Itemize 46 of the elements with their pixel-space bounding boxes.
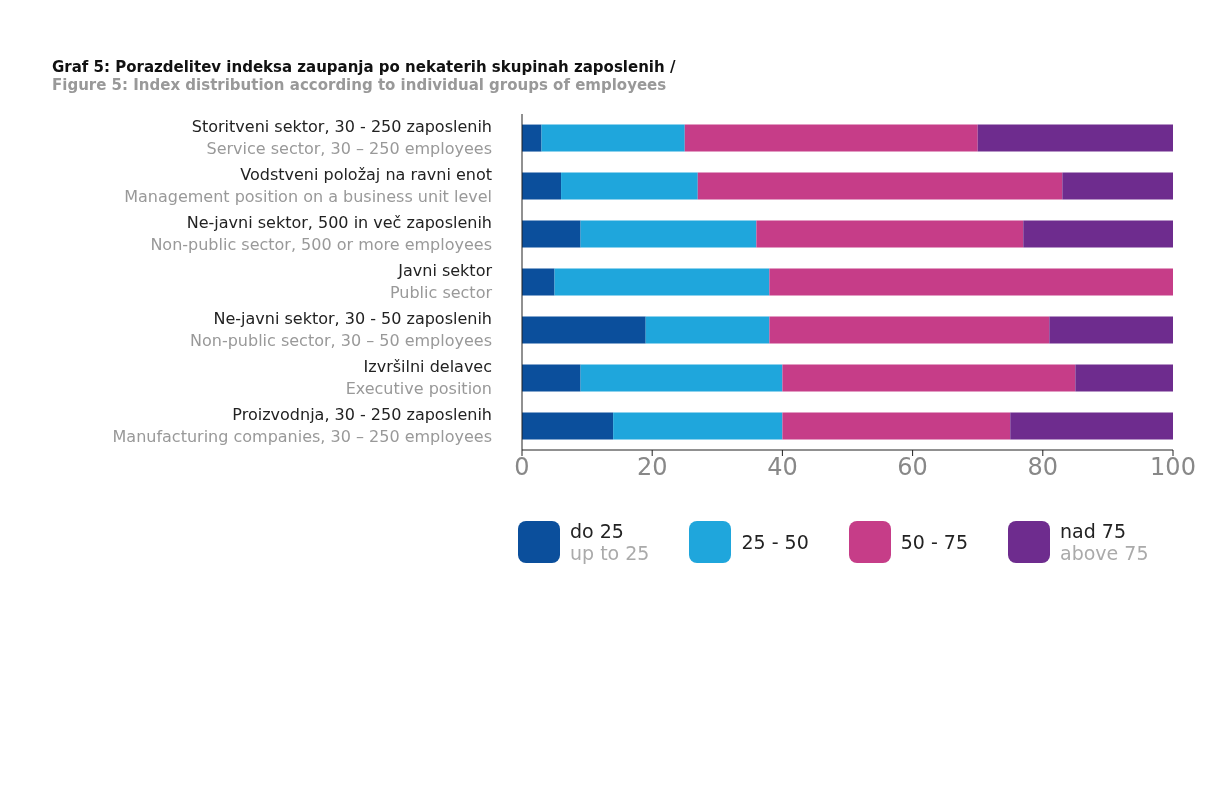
bar [522,412,614,440]
bar [554,268,770,296]
bar [697,172,1063,200]
bar [522,124,542,152]
bar [684,124,978,152]
bar [541,124,685,152]
legend-label: nad 75 above 75 [1060,520,1149,564]
bar [561,172,698,200]
bar [1062,172,1173,200]
y-tick-label: Ne-javni sektor, 30 - 50 zaposlenih Non-public sector, 30 – 50 employees [190,309,492,350]
bar [522,316,646,344]
bar [1010,412,1173,440]
y-tick-label: Vodstveni položaj na ravni enot Management position on a business unit level [124,165,492,206]
bar [522,364,581,392]
x-tick-label: 40 [767,453,798,482]
x-tick-label: 80 [1027,453,1059,482]
bar [1023,220,1173,248]
bar [522,220,581,248]
y-tick-label: Ne-javni sektor, 500 in več zaposlenih Non-public sector, 500 or more employees [150,213,492,254]
legend-label: 50 - 75 [900,531,969,553]
bar [769,316,1050,344]
bar [580,220,757,248]
bar [782,412,1011,440]
x-tick-label: 100 [1150,453,1196,482]
bar [756,220,1024,248]
text: Figure 5: Index distribution according to individual groups of employees [52,76,668,94]
bar [1075,364,1173,392]
bar [522,268,555,296]
bar [977,124,1173,152]
bar [613,412,783,440]
bar [769,268,1173,296]
y-tick-label: Storitveni sektor, 30 - 250 zaposlenih Service sector, 30 – 250 employees [191,117,492,158]
bar [580,364,783,392]
bar [522,172,562,200]
y-tick-label: Javni sektor Public sector [389,261,493,302]
y-tick-label: Izvršilni delavec Executive position [345,357,492,398]
y-tick-label: Proizvodnja, 30 - 250 zaposlenih Manufacturing companies, 30 – 250 employees [112,405,492,446]
legend-label: 25 - 50 [741,531,809,553]
x-tick-label: 60 [897,453,928,482]
legend-label: do 25 up to 25 [570,520,650,564]
x-tick-label: 0 [514,453,530,482]
bar [782,364,1076,392]
x-tick-label: 20 [636,453,668,482]
bar [1049,316,1173,344]
bar [645,316,770,344]
text: Graf 5: Porazdelitev indeksa zaupanja po nekaterih skupinah zaposlenih / [52,58,677,76]
